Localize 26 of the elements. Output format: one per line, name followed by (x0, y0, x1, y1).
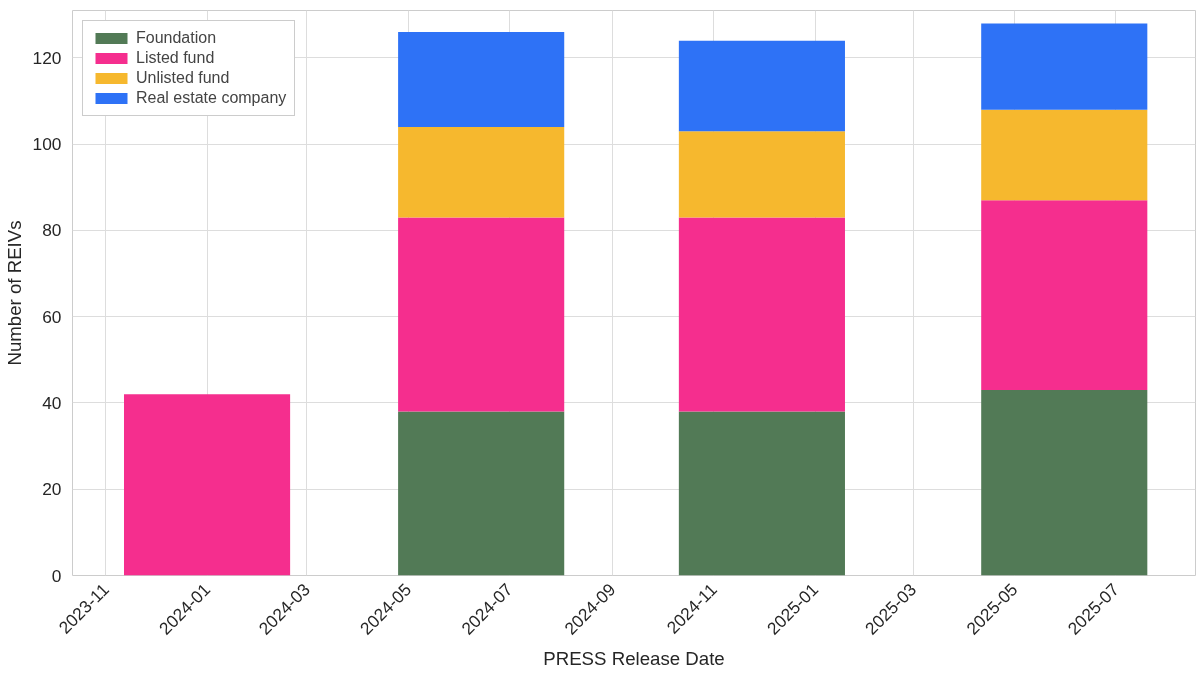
bar (398, 126, 565, 218)
legend-label: Unlisted fund (136, 69, 230, 87)
bar (981, 109, 1148, 201)
bar (678, 40, 845, 132)
bar (398, 217, 565, 412)
bar (398, 411, 565, 576)
y-tick-label: 80 (42, 220, 62, 241)
y-tick-label: 120 (32, 47, 62, 68)
y-tick-label: 0 (51, 565, 62, 586)
legend-label: Real estate company (136, 89, 287, 107)
legend-label: Listed fund (136, 49, 215, 67)
bar (124, 394, 291, 576)
bar (981, 200, 1148, 391)
bar (678, 411, 845, 576)
y-tick-label: 100 (32, 134, 62, 155)
bar (678, 217, 845, 412)
y-tick-label: 60 (42, 306, 62, 327)
legend-label: Foundation (136, 29, 217, 47)
y-tick-label: 20 (42, 479, 62, 500)
y-tick-label: 40 (42, 392, 62, 413)
bar (981, 390, 1148, 576)
x-axis-title: PRESS Release Date (543, 647, 725, 669)
bar (678, 131, 845, 218)
y-axis-title: Number of REIVs (3, 220, 25, 366)
bar (981, 23, 1148, 110)
bar (398, 32, 565, 127)
